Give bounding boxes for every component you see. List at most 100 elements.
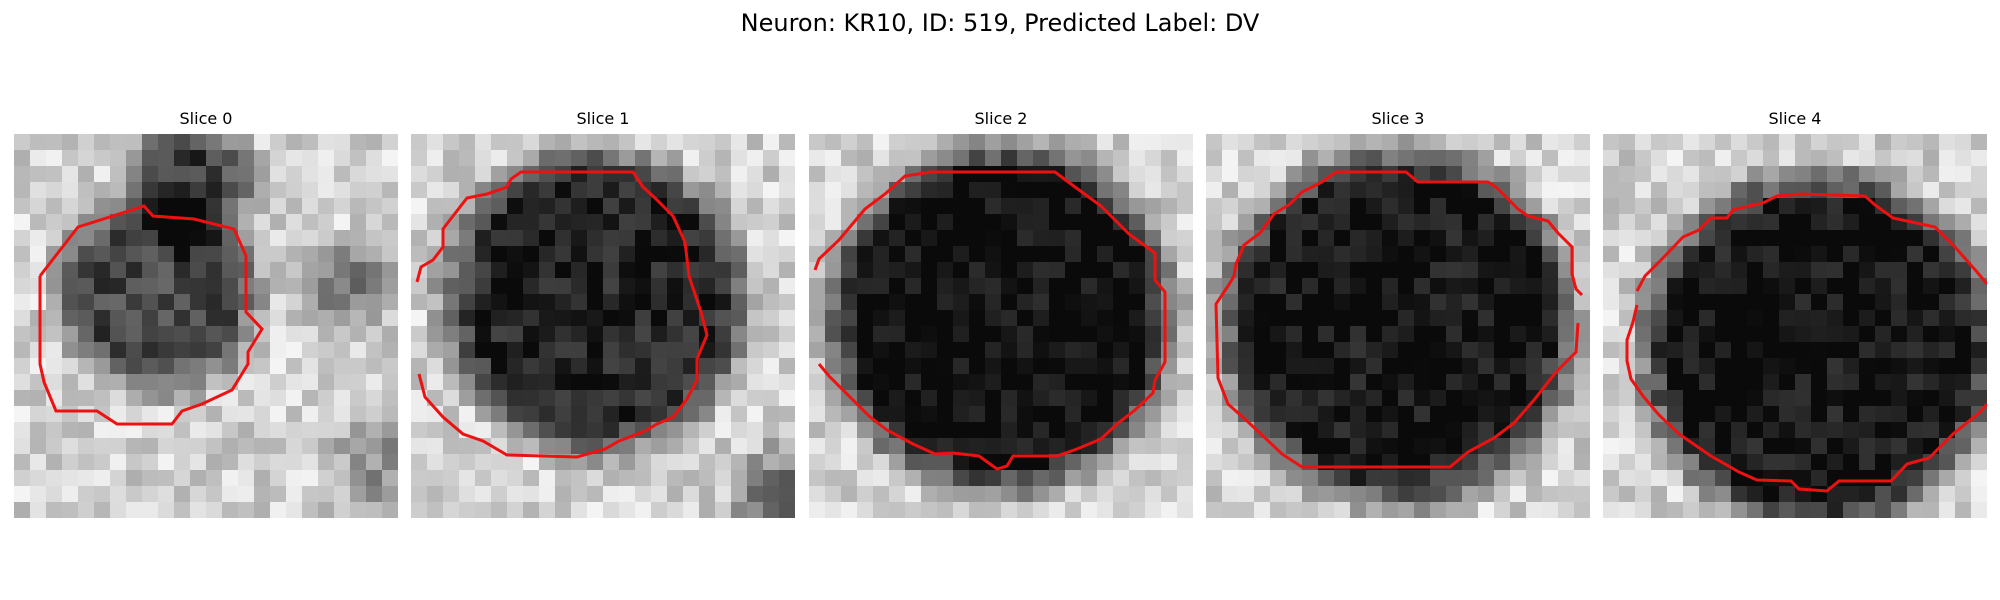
image-pixel [158,342,174,358]
image-pixel [142,246,158,262]
image-pixel [937,214,953,230]
image-pixel [14,470,30,486]
image-pixel [126,214,142,230]
image-pixel [491,374,507,390]
image-pixel [190,278,206,294]
image-pixel [110,278,126,294]
image-pixel [1827,278,1843,294]
image-pixel [350,486,366,502]
image-pixel [443,310,459,326]
image-pixel [809,390,825,406]
image-pixel [1049,262,1065,278]
image-pixel [1462,294,1478,310]
image-pixel [1478,198,1494,214]
image-pixel [763,310,779,326]
image-pixel [1001,294,1017,310]
image-pixel [1430,422,1446,438]
image-pixel [715,502,731,518]
image-pixel [30,438,46,454]
image-pixel [1843,374,1859,390]
image-pixel [715,214,731,230]
image-pixel [1017,230,1033,246]
image-pixel [110,342,126,358]
image-pixel [571,326,587,342]
image-pixel [1017,310,1033,326]
image-pixel [1302,342,1318,358]
image-pixel [905,230,921,246]
image-pixel [302,134,318,150]
image-pixel [1033,358,1049,374]
image-pixel [1097,182,1113,198]
slice-title: Slice 0 [179,109,233,128]
image-pixel [1145,294,1161,310]
image-pixel [350,198,366,214]
image-pixel [62,182,78,198]
image-pixel [1811,422,1827,438]
image-pixel [507,262,523,278]
image-pixel [62,486,78,502]
image-pixel [1859,262,1875,278]
image-pixel [62,294,78,310]
image-pixel [443,406,459,422]
image-pixel [1097,326,1113,342]
image-pixel [555,134,571,150]
image-pixel [1478,278,1494,294]
image-pixel [857,182,873,198]
image-pixel [1161,166,1177,182]
image-pixel [1923,358,1939,374]
image-pixel [1907,246,1923,262]
image-pixel [571,262,587,278]
image-pixel [190,246,206,262]
image-pixel [905,198,921,214]
image-pixel [286,310,302,326]
image-pixel [1574,182,1590,198]
image-pixel [857,486,873,502]
image-pixel [46,374,62,390]
image-pixel [873,166,889,182]
image-pixel [1635,198,1651,214]
image-pixel [1222,486,1238,502]
image-pixel [619,342,635,358]
image-pixel [1875,438,1891,454]
image-pixel [507,278,523,294]
image-pixel [1129,326,1145,342]
image-pixel [1017,262,1033,278]
image-pixel [1763,134,1779,150]
image-pixel [1795,134,1811,150]
image-pixel [1795,454,1811,470]
image-pixel [1971,470,1987,486]
image-pixel [1302,150,1318,166]
image-pixel [1779,262,1795,278]
image-pixel [1619,214,1635,230]
image-pixel [1049,438,1065,454]
image-pixel [1891,326,1907,342]
image-pixel [905,182,921,198]
image-pixel [1254,150,1270,166]
image-pixel [555,390,571,406]
image-pixel [619,326,635,342]
image-pixel [1286,294,1302,310]
image-pixel [491,358,507,374]
image-pixel [382,246,398,262]
image-pixel [1478,182,1494,198]
image-pixel [1001,358,1017,374]
image-pixel [921,326,937,342]
image-pixel [603,230,619,246]
image-pixel [1286,278,1302,294]
image-pixel [334,246,350,262]
image-pixel [747,390,763,406]
image-pixel [1827,486,1843,502]
image-pixel [110,150,126,166]
image-pixel [1177,246,1193,262]
image-pixel [174,166,190,182]
image-pixel [1430,166,1446,182]
image-pixel [825,198,841,214]
image-pixel [14,326,30,342]
image-pixel [1065,406,1081,422]
image-pixel [350,278,366,294]
slice-panel-0: Slice 0 [14,108,398,522]
image-pixel [1603,182,1619,198]
image-pixel [78,150,94,166]
image-pixel [1382,182,1398,198]
image-pixel [1017,390,1033,406]
